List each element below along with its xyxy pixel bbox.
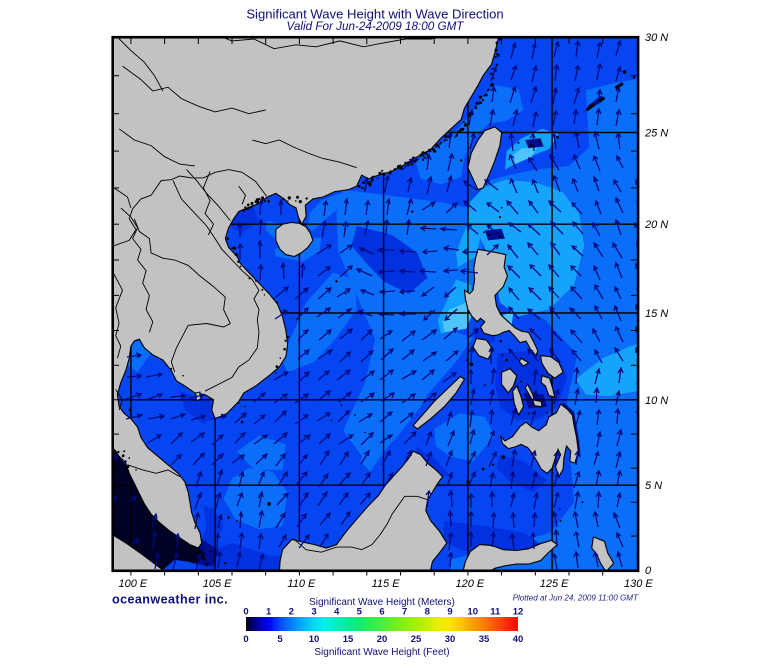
svg-text:2: 2 bbox=[289, 607, 294, 618]
svg-text:Significant Wave Height (Meter: Significant Wave Height (Meters) bbox=[309, 597, 455, 608]
svg-text:6: 6 bbox=[379, 607, 384, 618]
svg-text:10: 10 bbox=[309, 634, 320, 645]
svg-text:5 N: 5 N bbox=[645, 480, 662, 492]
svg-text:10 N: 10 N bbox=[645, 395, 668, 407]
svg-text:100 E: 100 E bbox=[119, 578, 148, 590]
svg-text:1: 1 bbox=[266, 607, 272, 618]
svg-text:11: 11 bbox=[490, 607, 501, 618]
svg-text:105 E: 105 E bbox=[203, 578, 232, 590]
svg-text:120 E: 120 E bbox=[456, 578, 485, 590]
svg-text:125 E: 125 E bbox=[540, 578, 569, 590]
svg-text:0: 0 bbox=[645, 565, 652, 577]
svg-text:oceanweather inc.: oceanweather inc. bbox=[112, 593, 228, 607]
svg-text:130 E: 130 E bbox=[624, 578, 653, 590]
svg-text:5: 5 bbox=[357, 607, 363, 618]
svg-text:12: 12 bbox=[513, 607, 524, 618]
svg-text:9: 9 bbox=[447, 607, 452, 618]
svg-text:Significant Wave Height (Feet): Significant Wave Height (Feet) bbox=[314, 647, 449, 658]
svg-text:10: 10 bbox=[467, 607, 478, 618]
svg-text:15 N: 15 N bbox=[645, 308, 668, 320]
svg-text:30: 30 bbox=[445, 634, 456, 645]
svg-text:4: 4 bbox=[334, 607, 340, 618]
svg-text:20 N: 20 N bbox=[644, 219, 668, 231]
svg-text:110 E: 110 E bbox=[287, 578, 316, 590]
svg-text:115 E: 115 E bbox=[372, 578, 401, 590]
svg-text:25 N: 25 N bbox=[644, 128, 668, 140]
svg-text:8: 8 bbox=[425, 607, 430, 618]
svg-text:15: 15 bbox=[343, 634, 354, 645]
svg-text:0: 0 bbox=[243, 634, 248, 645]
svg-text:7: 7 bbox=[402, 607, 407, 618]
svg-text:5: 5 bbox=[277, 634, 283, 645]
svg-text:30 N: 30 N bbox=[645, 32, 668, 44]
svg-text:25: 25 bbox=[411, 634, 422, 645]
svg-text:Plotted at Jun 24, 2009 11:00: Plotted at Jun 24, 2009 11:00 GMT bbox=[513, 594, 639, 603]
svg-text:Valid For Jun-24-2009 18:00 GM: Valid For Jun-24-2009 18:00 GMT bbox=[287, 20, 465, 33]
svg-text:20: 20 bbox=[377, 634, 388, 645]
svg-text:0: 0 bbox=[243, 607, 248, 618]
svg-text:3: 3 bbox=[311, 607, 316, 618]
svg-text:40: 40 bbox=[513, 634, 524, 645]
svg-text:Significant Wave Height with W: Significant Wave Height with Wave Direct… bbox=[246, 7, 503, 22]
svg-text:35: 35 bbox=[479, 634, 490, 645]
